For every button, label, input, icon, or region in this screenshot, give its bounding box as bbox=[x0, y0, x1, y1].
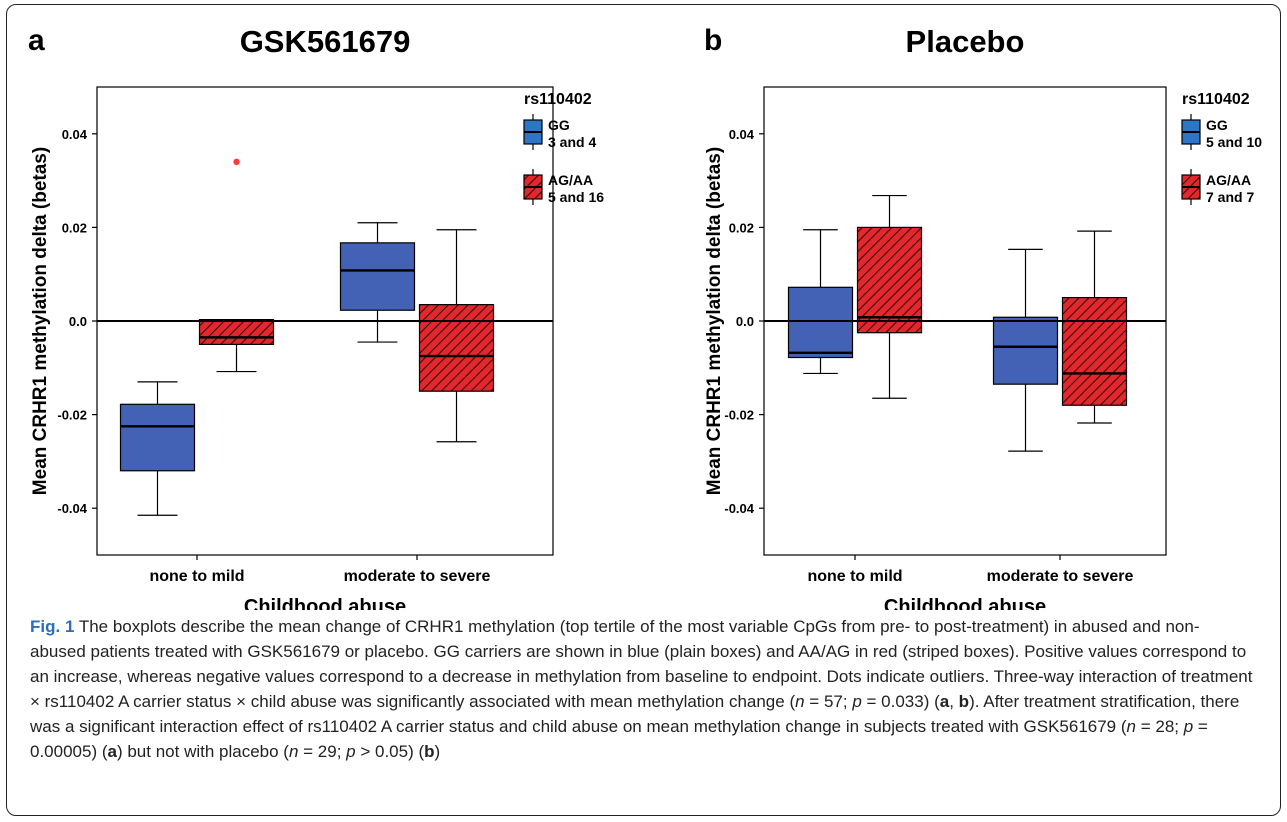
legend-entry-name: AG/AA bbox=[1206, 172, 1251, 188]
panel-label: a bbox=[28, 24, 45, 57]
box-AG/AA-1 bbox=[856, 194, 923, 399]
caption-text: ). After treatment stratification, there… bbox=[30, 692, 1240, 736]
outlier-point bbox=[233, 158, 240, 166]
y-tick-label: -0.02 bbox=[724, 408, 754, 423]
y-tick-label: 0.02 bbox=[729, 220, 754, 235]
box-GG-2 bbox=[992, 248, 1059, 452]
legend-entry-count: 5 and 16 bbox=[548, 189, 604, 205]
caption-text: ) but not with placebo ( bbox=[116, 742, 289, 761]
legend-entry-count: 7 and 7 bbox=[1206, 189, 1254, 205]
box-iqr bbox=[119, 403, 196, 472]
caption-n: n bbox=[795, 692, 805, 711]
legend: rs110402 GG5 and 10 AG/AA7 and 7 bbox=[1181, 91, 1262, 205]
box-iqr bbox=[1061, 297, 1128, 406]
x-tick-label: moderate to severe bbox=[987, 568, 1134, 585]
box-iqr bbox=[787, 286, 854, 359]
y-axis-label: Mean CRHR1 methylation delta (betas) bbox=[30, 147, 51, 495]
legend-entry-GG: GG3 and 4 bbox=[523, 114, 596, 150]
box-iqr bbox=[198, 318, 275, 346]
y-axis-label: Mean CRHR1 methylation delta (betas) bbox=[704, 147, 725, 495]
caption-panel-ref: b bbox=[424, 742, 435, 761]
figure-frame bbox=[6, 4, 1281, 816]
caption-n: n bbox=[288, 742, 299, 761]
box-GG-1 bbox=[787, 229, 854, 375]
panel-label: b bbox=[704, 24, 722, 57]
box-iqr bbox=[856, 226, 923, 334]
x-tick-label: none to mild bbox=[807, 568, 902, 585]
caption-panel-ref: b bbox=[958, 692, 970, 711]
box-iqr bbox=[418, 304, 495, 392]
caption-panel-ref: a bbox=[107, 742, 117, 761]
x-axis-label: Childhood abuse bbox=[244, 596, 406, 610]
x-axis-label: Childhood abuse bbox=[884, 596, 1046, 610]
legend-entry-name: GG bbox=[548, 117, 570, 133]
caption-n: n bbox=[1126, 717, 1136, 736]
chart-title: GSK561679 bbox=[240, 24, 411, 59]
y-tick-label: 0.0 bbox=[736, 314, 754, 329]
box-GG-2 bbox=[339, 222, 416, 343]
panel-a: a GSK561679 0.04 0.02 0.0 -0.02 -0.04 Mean CRHR… bbox=[28, 24, 604, 610]
x-tick-label: none to mild bbox=[149, 568, 244, 585]
caption-text: = 57; bbox=[804, 692, 853, 711]
caption-text: ) bbox=[434, 742, 441, 761]
caption-text: The boxplots describe the mean change of… bbox=[30, 617, 1253, 711]
box-AG/AA-2 bbox=[418, 229, 495, 443]
x-tick-label: moderate to severe bbox=[344, 568, 491, 585]
legend-entry-name: GG bbox=[1206, 117, 1228, 133]
caption-fig-label: Fig. 1 bbox=[30, 617, 75, 636]
legend-entry-name: AG/AA bbox=[548, 172, 593, 188]
legend-entry-AG/AA: AG/AA5 and 16 bbox=[523, 169, 604, 205]
y-tick-label: 0.02 bbox=[62, 220, 87, 235]
caption-p: p bbox=[346, 742, 356, 761]
box-iqr bbox=[992, 316, 1059, 385]
caption-p: p bbox=[852, 692, 862, 711]
caption-text: = 29; bbox=[298, 742, 347, 761]
panel-b: b Placebo 0.04 0.02 0.0 -0.02 -0.04 Mean CRHR1 … bbox=[704, 24, 1262, 610]
legend-entry-count: 3 and 4 bbox=[548, 134, 596, 150]
caption-panel-ref: a bbox=[939, 692, 950, 711]
legend-entry-AG/AA: AG/AA7 and 7 bbox=[1181, 169, 1254, 205]
y-tick-label: 0.0 bbox=[69, 314, 87, 329]
caption-text: = 0.033) ( bbox=[861, 692, 940, 711]
y-tick-label: -0.04 bbox=[724, 501, 754, 516]
legend: rs110402 GG3 and 4 AG/AA5 and 16 bbox=[523, 91, 604, 205]
caption-p: p bbox=[1183, 717, 1194, 736]
caption-text: = 0.00005) ( bbox=[30, 717, 1208, 761]
figure-caption: Fig. 1 The boxplots describe the mean ch… bbox=[30, 614, 1255, 764]
box-AG/AA-2 bbox=[1061, 230, 1128, 424]
figure-svg: a GSK561679 0.04 0.02 0.0 -0.02 -0.04 Mean CRHR… bbox=[28, 24, 1262, 610]
caption-text: > 0.05) ( bbox=[355, 742, 425, 761]
y-tick-label: 0.04 bbox=[62, 127, 88, 142]
y-tick-label: -0.04 bbox=[57, 501, 87, 516]
y-tick-label: 0.04 bbox=[729, 127, 755, 142]
legend-title: rs110402 bbox=[524, 91, 592, 108]
legend-entry-GG: GG5 and 10 bbox=[1181, 114, 1262, 150]
y-tick-label: -0.02 bbox=[57, 408, 87, 423]
box-GG-1 bbox=[119, 381, 196, 516]
caption-text: = 28; bbox=[1136, 717, 1184, 736]
box-iqr bbox=[339, 242, 416, 311]
caption-text: , bbox=[949, 692, 959, 711]
legend-title: rs110402 bbox=[1182, 91, 1250, 108]
chart-title: Placebo bbox=[906, 24, 1025, 59]
box-AG/AA-1 bbox=[198, 158, 275, 373]
legend-entry-count: 5 and 10 bbox=[1206, 134, 1262, 150]
